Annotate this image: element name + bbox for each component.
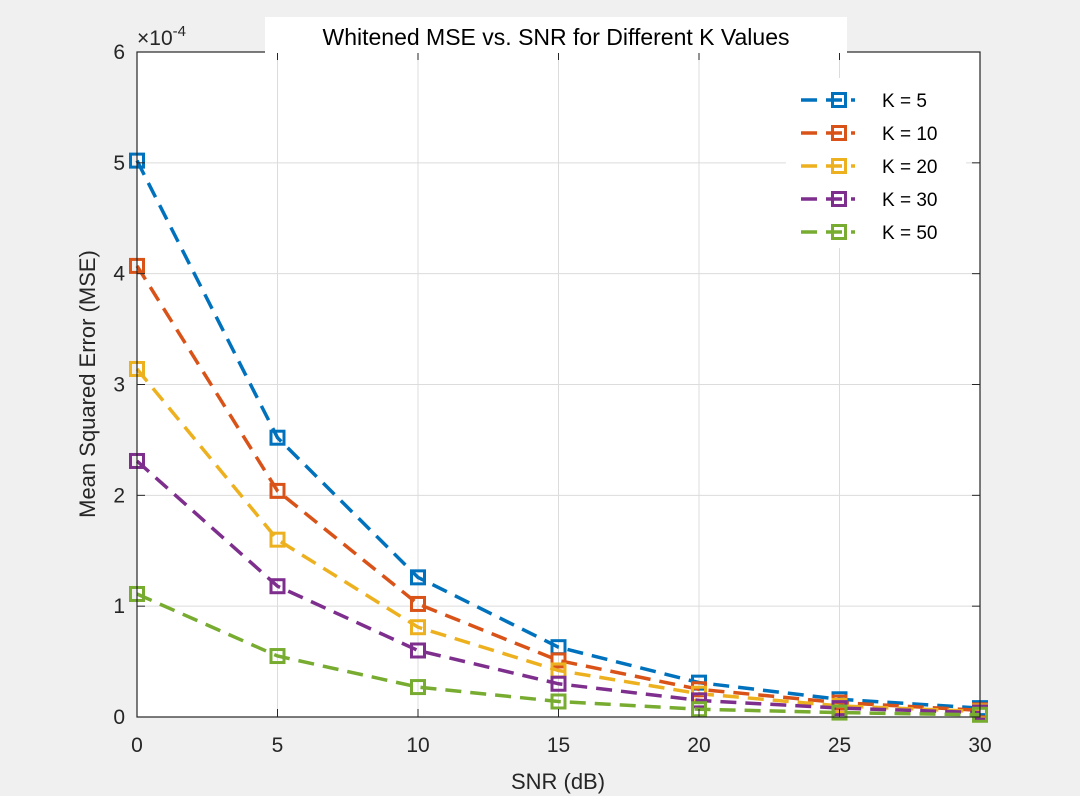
- y-tick-label: 5: [113, 152, 125, 175]
- legend-marker: [831, 191, 847, 207]
- y-exponent-label: ×10-4: [137, 23, 186, 50]
- series-line: [135, 367, 981, 714]
- series-marker: [410, 569, 426, 586]
- series-marker: [269, 429, 286, 446]
- series-line: [136, 592, 981, 717]
- legend-marker: [831, 92, 847, 108]
- series-marker: [550, 693, 567, 710]
- legend-marker: [831, 158, 847, 174]
- series-marker: [410, 595, 426, 612]
- series-marker: [410, 679, 426, 696]
- y-exponent-power: -4: [173, 23, 186, 40]
- x-tick-label: 15: [547, 734, 570, 757]
- series-marker: [550, 652, 567, 669]
- series-marker: [410, 642, 426, 659]
- x-tick-label: 0: [131, 734, 143, 757]
- series-marker: [269, 482, 286, 499]
- series-marker: [269, 578, 286, 595]
- legend-marker: [831, 125, 847, 141]
- chart-title: Whitened MSE vs. SNR for Different K Val…: [323, 24, 790, 50]
- y-axis-label: Mean Squared Error (MSE): [75, 250, 100, 518]
- y-tick-label: 6: [113, 41, 125, 64]
- series-line: [135, 459, 981, 715]
- y-tick-label: 0: [113, 706, 125, 729]
- series-marker: [691, 692, 707, 709]
- legend-entry: K = 5: [801, 91, 927, 112]
- series-marker: [410, 619, 426, 636]
- series-marker: [269, 648, 286, 665]
- x-tick-label: 25: [828, 734, 851, 757]
- legend-entry: K = 10: [801, 124, 937, 145]
- x-tick-label: 20: [687, 734, 710, 757]
- legend-label: K = 30: [882, 190, 937, 211]
- title-background: [265, 17, 847, 53]
- series-marker: [550, 675, 567, 692]
- legend-label: K = 10: [882, 124, 937, 145]
- legend: K = 5 K = 10 K = 20 K = 30 K = 50: [786, 78, 966, 248]
- y-tick-label: 2: [113, 484, 125, 507]
- series-marker: [269, 531, 286, 548]
- y-tick-label: 4: [113, 263, 125, 286]
- legend-label: K = 5: [882, 91, 927, 112]
- legend-box: [786, 78, 966, 248]
- legend-entry: K = 20: [801, 157, 937, 178]
- x-tick-label: 10: [406, 734, 429, 757]
- legend-label: K = 50: [882, 223, 937, 244]
- series-marker: [831, 704, 848, 721]
- ticks: 0 5 10 15 20 25 30 0 1 2 3 4 5 6: [113, 41, 991, 757]
- legend-label: K = 20: [882, 157, 937, 178]
- y-exponent-base: ×10: [137, 27, 173, 50]
- x-tick-label: 5: [272, 734, 284, 757]
- x-tick-label: 30: [968, 734, 991, 757]
- y-tick-label: 1: [113, 595, 125, 618]
- legend-marker: [831, 224, 847, 240]
- legend-entry: K = 50: [801, 223, 937, 244]
- y-tick-label: 3: [113, 374, 125, 397]
- x-axis-label: SNR (dB): [511, 769, 605, 794]
- legend-entry: K = 30: [801, 190, 937, 211]
